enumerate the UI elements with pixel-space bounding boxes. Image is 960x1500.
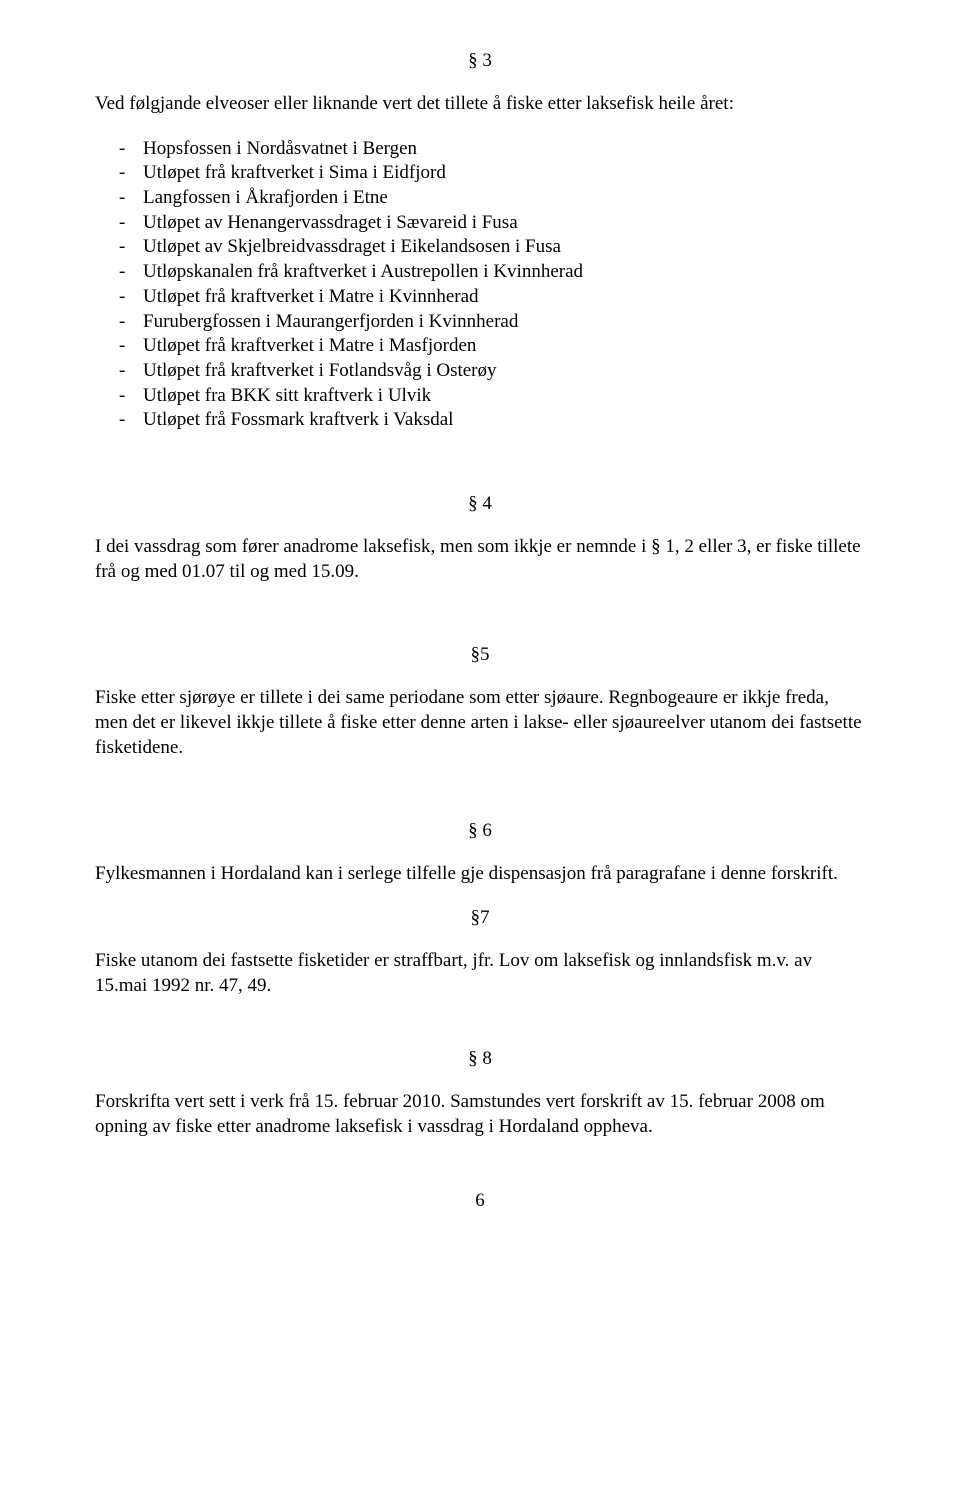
list-item: Utløpet frå kraftverket i Matre i Masfjo…: [95, 334, 865, 359]
list-item: Hopsfossen i Nordåsvatnet i Bergen: [95, 137, 865, 162]
list-item: Utløpet av Henangervassdraget i Sævareid…: [95, 211, 865, 236]
list-item: Furubergfossen i Maurangerfjorden i Kvin…: [95, 310, 865, 335]
section-3-list: Hopsfossen i Nordåsvatnet i Bergen Utløp…: [95, 137, 865, 433]
section-6-body: Fylkesmannen i Hordaland kan i serlege t…: [95, 862, 865, 887]
list-item: Utløpskanalen frå kraftverket i Austrepo…: [95, 260, 865, 285]
list-item: Utløpet av Skjelbreidvassdraget i Eikela…: [95, 235, 865, 260]
section-4-number: § 4: [95, 493, 865, 515]
section-6-number: § 6: [95, 820, 865, 842]
section-4-body: I dei vassdrag som fører anadrome laksef…: [95, 535, 865, 584]
section-5-body: Fiske etter sjørøye er tillete i dei sam…: [95, 686, 865, 760]
section-7-body: Fiske utanom dei fastsette fisketider er…: [95, 949, 865, 998]
section-8-number: § 8: [95, 1048, 865, 1070]
list-item: Utløpet fra BKK sitt kraftverk i Ulvik: [95, 384, 865, 409]
list-item: Utløpet frå kraftverket i Matre i Kvinnh…: [95, 285, 865, 310]
section-3-number: § 3: [95, 50, 865, 72]
page-number: 6: [95, 1190, 865, 1212]
section-7-number: §7: [95, 907, 865, 929]
section-3-intro: Ved følgjande elveoser eller liknande ve…: [95, 92, 865, 117]
list-item: Langfossen i Åkrafjorden i Etne: [95, 186, 865, 211]
list-item: Utløpet frå kraftverket i Fotlandsvåg i …: [95, 359, 865, 384]
list-item: Utløpet frå kraftverket i Sima i Eidfjor…: [95, 161, 865, 186]
section-8-body: Forskrifta vert sett i verk frå 15. febr…: [95, 1090, 865, 1139]
section-5-number: §5: [95, 644, 865, 666]
document-page: § 3 Ved følgjande elveoser eller liknand…: [0, 0, 960, 1252]
list-item: Utløpet frå Fossmark kraftverk i Vaksdal: [95, 408, 865, 433]
